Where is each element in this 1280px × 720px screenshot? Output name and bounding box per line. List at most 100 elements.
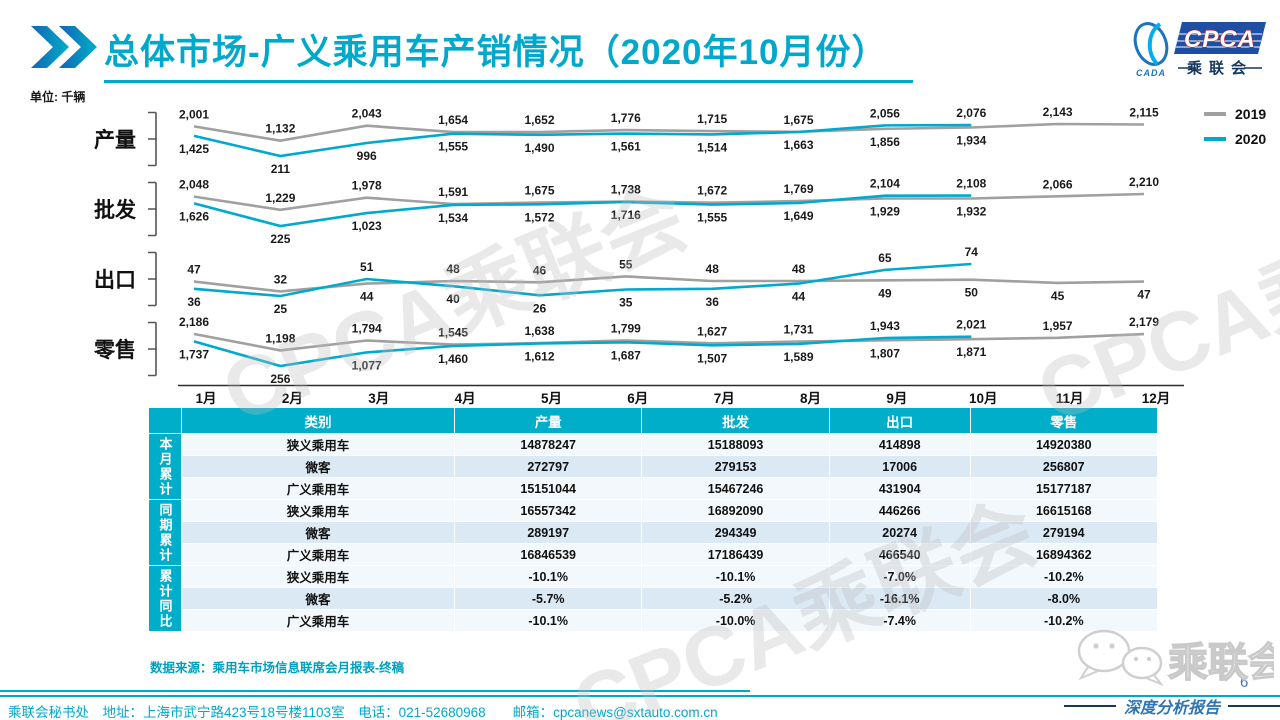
chart-row-production: 产量 2,001 1,425 1,132 211 2,043 996 1,654 1,555 1… — [0, 104, 1280, 176]
chart-row-title-wholesale: 批发 — [94, 199, 136, 222]
svg-text:1,077: 1,077 — [352, 358, 382, 372]
svg-text:1,776: 1,776 — [611, 111, 641, 125]
value-cell: 16892090 — [642, 500, 829, 521]
svg-text:48: 48 — [446, 262, 460, 276]
svg-text:5月: 5月 — [541, 391, 562, 406]
svg-text:1,534: 1,534 — [438, 211, 468, 225]
value-cell: 20274 — [829, 522, 970, 543]
svg-text:2,056: 2,056 — [870, 106, 900, 120]
chart-row-title-production: 产量 — [94, 129, 136, 152]
svg-text:1,675: 1,675 — [524, 184, 554, 198]
summary-table: 类别 产量 批发 出口 零售 本月累计 狭义乘用车 14878247 15188093 41489… — [148, 407, 1158, 632]
page-number: 6 — [1240, 674, 1249, 691]
value-cell: 289197 — [455, 522, 642, 543]
category-cell: 微客 — [182, 456, 454, 477]
svg-text:10月: 10月 — [969, 391, 998, 406]
svg-text:48: 48 — [792, 262, 806, 276]
footer-divider-short — [0, 690, 750, 692]
month-axis: 1月 2月 3月 4月 5月 6月 7月 8月 9月 10月 11月 12月 — [178, 384, 1184, 406]
svg-text:55: 55 — [619, 257, 633, 271]
source-note: 数据来源：乘用车市场信息联席会月报表-终稿 — [150, 661, 405, 675]
value-cell: -7.0% — [829, 566, 970, 587]
svg-text:1,591: 1,591 — [438, 185, 468, 199]
logo-swoosh-icon — [1147, 22, 1162, 66]
svg-text:1,612: 1,612 — [524, 350, 554, 364]
value-cell: 14878247 — [455, 434, 642, 455]
svg-text:1,716: 1,716 — [611, 208, 641, 222]
svg-text:74: 74 — [965, 245, 979, 259]
svg-text:1,589: 1,589 — [783, 350, 813, 364]
table-row: 微客 -5.7% -5.2% -16.1% -8.0% — [149, 588, 1157, 609]
chart-row-wholesale: 批发 2,048 1,626 1,229 225 1,978 1,023 1,591 1,53… — [0, 174, 1280, 246]
badge-text: 深度分析报告 — [1123, 698, 1220, 717]
svg-text:1,023: 1,023 — [352, 219, 382, 233]
category-cell: 狭义乘用车 — [182, 566, 454, 587]
svg-text:1,871: 1,871 — [956, 345, 986, 359]
chart-legend: 2019 2020 — [1204, 106, 1266, 156]
value-cell: -10.2% — [970, 610, 1157, 631]
svg-text:7月: 7月 — [714, 391, 735, 406]
svg-text:1,425: 1,425 — [179, 142, 209, 156]
category-cell: 狭义乘用车 — [182, 500, 454, 521]
value-cell: 294349 — [642, 522, 829, 543]
value-cell: 414898 — [829, 434, 970, 455]
svg-text:36: 36 — [706, 295, 720, 309]
table-row: 累计同比 狭义乘用车 -10.1% -10.1% -7.0% -10.2% — [149, 566, 1157, 631]
svg-text:11月: 11月 — [1056, 391, 1084, 406]
svg-text:1,769: 1,769 — [783, 182, 813, 196]
table-row: 本月累计 狭义乘用车 14878247 15188093 414898 14920380 — [149, 434, 1157, 499]
value-cell: -16.1% — [829, 588, 970, 609]
svg-text:1,507: 1,507 — [697, 351, 727, 365]
group-label: 同期累计 — [149, 500, 181, 565]
svg-text:1,626: 1,626 — [179, 209, 209, 223]
value-cell: 15467246 — [642, 478, 829, 499]
svg-text:1,490: 1,490 — [524, 141, 554, 155]
chart-row-export: 出口 47 36 32 25 51 44 48 40 46 26 55 35 48 36 48 44 65 49 7… — [0, 244, 1280, 316]
report-badge: 深度分析报告 — [1063, 694, 1280, 718]
value-cell: 15177187 — [970, 478, 1157, 499]
svg-text:2,001: 2,001 — [179, 107, 209, 121]
svg-text:1,198: 1,198 — [265, 331, 295, 345]
legend-item-2019: 2019 — [1204, 106, 1266, 122]
svg-text:1,572: 1,572 — [524, 210, 554, 224]
svg-text:44: 44 — [792, 290, 806, 304]
svg-text:47: 47 — [1137, 288, 1151, 302]
svg-text:1,132: 1,132 — [265, 122, 295, 136]
svg-text:47: 47 — [187, 263, 201, 277]
value-cell: -7.4% — [829, 610, 970, 631]
legend-item-2020: 2020 — [1204, 131, 1266, 147]
value-cell: -5.7% — [455, 588, 642, 609]
value-cell: -5.2% — [642, 588, 829, 609]
column-header: 类别 — [182, 408, 454, 433]
svg-text:1,737: 1,737 — [179, 347, 209, 361]
legend-label-2020: 2020 — [1235, 131, 1267, 147]
svg-text:2,210: 2,210 — [1129, 175, 1159, 189]
svg-text:256: 256 — [270, 372, 290, 386]
svg-text:1,545: 1,545 — [438, 326, 468, 340]
svg-text:51: 51 — [360, 260, 374, 274]
svg-text:6月: 6月 — [627, 391, 648, 406]
value-cell: 431904 — [829, 478, 970, 499]
svg-text:996: 996 — [357, 149, 377, 163]
svg-text:40: 40 — [446, 292, 460, 306]
svg-text:49: 49 — [878, 286, 892, 300]
svg-text:1,514: 1,514 — [697, 140, 727, 154]
svg-text:1,654: 1,654 — [438, 113, 468, 127]
svg-text:1,649: 1,649 — [783, 209, 813, 223]
axis-bracket-icon — [148, 251, 157, 307]
logo-sub-text: 乘联会 — [1186, 59, 1253, 77]
svg-text:1,638: 1,638 — [524, 324, 554, 338]
legend-dash-2020 — [1204, 137, 1226, 141]
svg-text:2,066: 2,066 — [1043, 177, 1073, 191]
table-row: 广义乘用车 15151044 15467246 431904 15177187 — [149, 478, 1157, 499]
axis-bracket-icon — [148, 111, 157, 167]
svg-text:1,943: 1,943 — [870, 319, 900, 333]
table-row: 微客 272797 279153 17006 256807 — [149, 456, 1157, 477]
svg-text:1月: 1月 — [195, 391, 216, 406]
chart-row-title-export: 出口 — [94, 269, 136, 292]
svg-text:65: 65 — [878, 251, 892, 265]
table-row: 微客 289197 294349 20274 279194 — [149, 522, 1157, 543]
svg-text:32: 32 — [274, 272, 288, 286]
svg-text:1,807: 1,807 — [870, 346, 900, 360]
